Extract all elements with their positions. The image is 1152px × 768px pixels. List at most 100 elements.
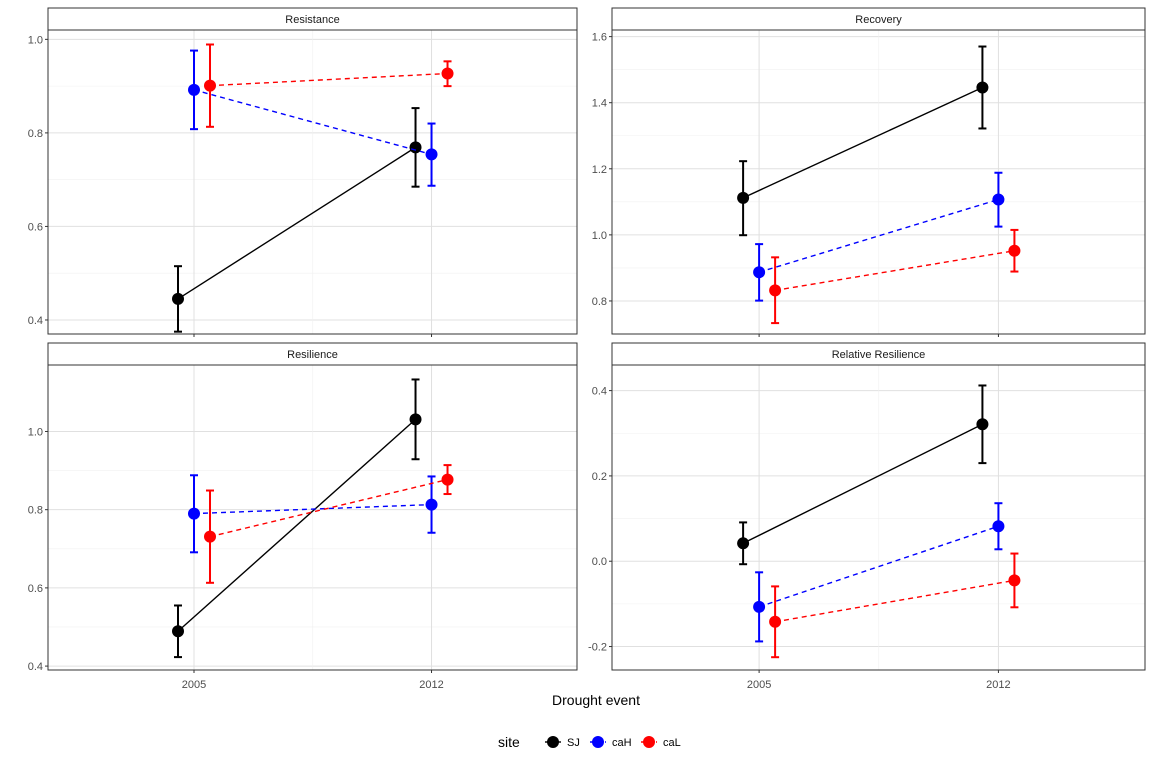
y-tick-label: 1.2 — [592, 164, 607, 176]
x-tick-label: 2005 — [747, 679, 771, 691]
panel-border — [611, 364, 1146, 671]
data-point — [204, 530, 217, 543]
data-point — [441, 473, 454, 486]
data-point — [204, 79, 217, 92]
legend-label: SJ — [567, 737, 580, 749]
data-point — [992, 193, 1005, 206]
y-tick-label: 0.8 — [28, 505, 43, 517]
x-axis: 2005 2012 — [747, 670, 1011, 691]
data-point — [188, 507, 201, 520]
data-point — [409, 141, 422, 154]
data-point — [769, 615, 782, 628]
legend-key-point — [643, 736, 655, 748]
series-SJ — [737, 45, 989, 237]
y-tick-label: -0.2 — [588, 642, 607, 654]
x-tick-label: 2012 — [419, 679, 443, 691]
facet-title: Resistance — [285, 14, 339, 26]
data-point — [1008, 244, 1021, 257]
y-tick-label: 0.6 — [28, 583, 43, 595]
x-axis-title: Drought event — [552, 692, 640, 708]
series-line — [758, 525, 999, 608]
data-point — [172, 292, 185, 305]
legend-title: site — [498, 734, 520, 750]
series-caH — [188, 49, 438, 187]
y-axis: 0.4 0.6 0.8 1.0 — [28, 34, 48, 327]
legend-item-SJ: SJ — [545, 736, 580, 749]
y-tick-label: 0.8 — [28, 128, 43, 140]
y-tick-label: 0.4 — [28, 661, 43, 673]
data-point — [737, 191, 750, 204]
series-line — [742, 423, 983, 544]
x-axis: 2005 2012 — [182, 670, 444, 691]
panel-4: Relative Resilience -0.2 0.0 0.2 0.4 2005 2012 — [588, 342, 1146, 691]
y-tick-label: 1.0 — [28, 34, 43, 46]
data-point — [737, 537, 750, 550]
facet-title: Resilience — [287, 349, 338, 361]
data-point — [425, 498, 438, 511]
y-tick-label: 0.4 — [28, 315, 43, 327]
legend-key-point — [547, 736, 559, 748]
y-axis: 0.8 1.0 1.2 1.4 1.6 — [592, 32, 612, 308]
panel-3: Resilience 0.4 0.6 0.8 1.0 2005 2012 — [28, 342, 578, 691]
y-tick-label: 0.2 — [592, 471, 607, 483]
panel-border — [47, 29, 578, 335]
series-SJ — [172, 378, 422, 659]
data-point — [976, 418, 989, 431]
y-tick-label: 1.6 — [592, 32, 607, 44]
series-line — [193, 503, 432, 515]
series-line — [209, 478, 448, 538]
data-point — [1008, 574, 1021, 587]
data-point — [172, 625, 185, 638]
legend-label: caL — [663, 737, 681, 749]
data-point — [409, 413, 422, 426]
series-caL — [204, 43, 454, 128]
series-line — [177, 146, 416, 300]
series-line — [177, 418, 416, 632]
y-tick-label: 0.6 — [28, 221, 43, 233]
panel-border — [47, 364, 578, 671]
y-axis: -0.2 0.0 0.2 0.4 — [588, 386, 612, 654]
y-tick-label: 0.4 — [592, 386, 607, 398]
panel-border — [611, 29, 1146, 335]
legend-key-point — [592, 736, 604, 748]
series-SJ — [172, 107, 422, 333]
series-caL — [204, 464, 454, 584]
series-caH — [753, 502, 1005, 643]
data-point — [753, 600, 766, 613]
y-tick-label: 0.8 — [592, 296, 607, 308]
chart-panels: Resistance 0.4 0.6 0.8 1.0 Recovery 0.8 1.0 1.2 1… — [28, 7, 1146, 691]
legend-item-caH: caH — [590, 736, 632, 749]
data-point — [441, 67, 454, 80]
panel-2: Recovery 0.8 1.0 1.2 1.4 1.6 — [592, 7, 1146, 337]
data-point — [976, 81, 989, 94]
series-caL — [769, 552, 1021, 659]
y-axis: 0.4 0.6 0.8 1.0 — [28, 426, 48, 673]
x-tick-label: 2005 — [182, 679, 206, 691]
series-line — [758, 198, 999, 273]
facet-title: Recovery — [855, 14, 902, 26]
data-point — [188, 83, 201, 96]
series-caL — [769, 228, 1021, 325]
data-point — [992, 520, 1005, 533]
y-tick-label: 1.4 — [592, 98, 607, 110]
series-caH — [188, 474, 438, 554]
x-tick-label: 2012 — [986, 679, 1010, 691]
y-tick-label: 0.0 — [592, 556, 607, 568]
y-tick-label: 1.0 — [28, 426, 43, 438]
series-caH — [753, 171, 1005, 302]
series-line — [774, 579, 1015, 623]
legend-item-caL: caL — [641, 736, 681, 749]
series-SJ — [737, 384, 989, 566]
series-line — [774, 250, 1015, 292]
legend: site SJ caH caL — [498, 734, 681, 750]
data-point — [425, 148, 438, 161]
y-tick-label: 1.0 — [592, 230, 607, 242]
series-line — [742, 86, 983, 199]
panel-1: Resistance 0.4 0.6 0.8 1.0 — [28, 7, 578, 337]
legend-label: caH — [612, 737, 632, 749]
data-point — [753, 266, 766, 279]
series-line — [209, 72, 448, 87]
data-point — [769, 284, 782, 297]
facet-title: Relative Resilience — [832, 349, 926, 361]
